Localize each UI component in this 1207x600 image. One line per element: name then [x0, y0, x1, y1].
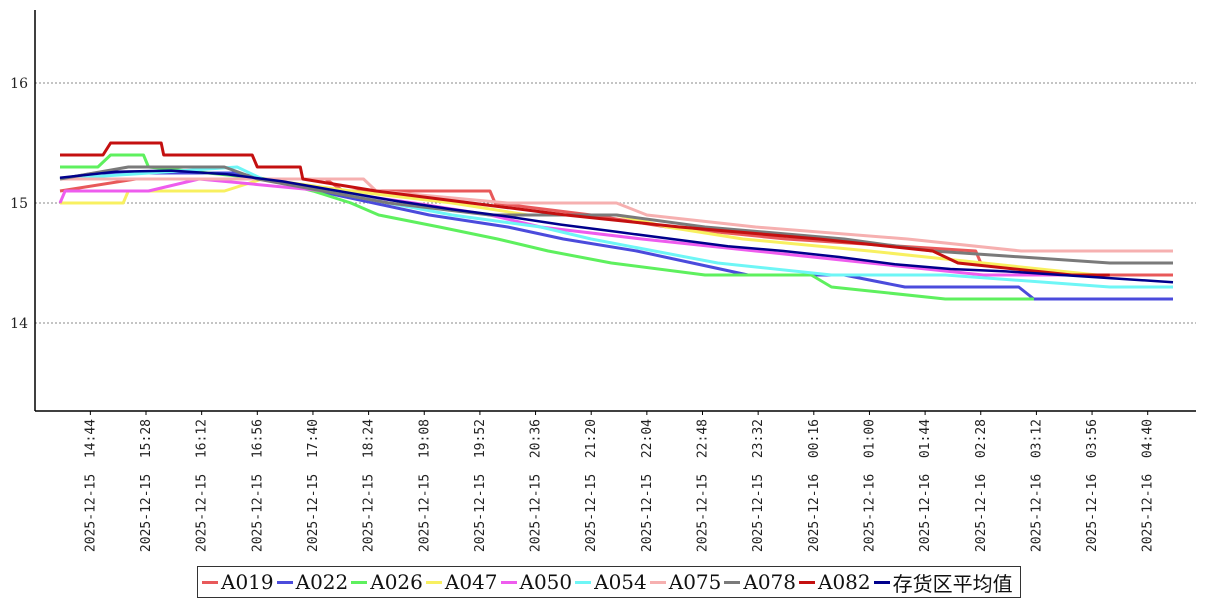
- legend-swatch: [649, 580, 666, 584]
- x-tick-label: 2025-12-15 19:08: [417, 419, 432, 552]
- legend-swatch: [724, 580, 741, 584]
- x-tick-label: 2025-12-16 01:00: [862, 419, 877, 552]
- x-tick-label: 2025-12-15 14:44: [83, 419, 98, 552]
- legend-item: 存货区平均值: [873, 568, 1013, 597]
- legend: A019 A022 A026 A047 A050 A054 A075 A078 A082 存货区平…: [197, 566, 1021, 598]
- series-line-A078: [59, 165, 1173, 265]
- x-tick-label: 2025-12-16 01:44: [918, 419, 933, 552]
- legend-item: A075: [649, 570, 722, 594]
- legend-item: A054: [575, 570, 647, 594]
- series-lines: [58, 141, 1174, 301]
- legend-item: A050: [500, 570, 573, 594]
- y-tick-labels: 14 15 16: [10, 76, 28, 332]
- legend-label: A078: [743, 570, 796, 594]
- series-line-存货区平均值: [59, 169, 1174, 284]
- legend-swatch: [575, 580, 592, 584]
- x-tick-label: 2025-12-15 18:24: [362, 419, 377, 552]
- legend-swatch: [799, 580, 815, 584]
- x-tick-label: 2025-12-15 15:28: [139, 419, 154, 552]
- legend-swatch: [873, 580, 890, 584]
- legend-label: A026: [370, 570, 423, 594]
- legend-swatch: [276, 580, 293, 584]
- legend-label: A054: [594, 570, 647, 594]
- x-tick-label: 2025-12-15 23:32: [751, 419, 766, 552]
- y-tick-label: 16: [10, 76, 28, 92]
- legend-item: A022: [276, 570, 349, 594]
- x-tick-label: 2025-12-15 19:52: [473, 419, 488, 552]
- legend-item: A047: [425, 570, 498, 594]
- y-tick-label: 15: [10, 196, 28, 212]
- legend-item: A019: [202, 570, 274, 594]
- x-tick-label: 2025-12-15 22:04: [640, 419, 655, 552]
- legend-label: A019: [221, 570, 274, 594]
- legend-label: A050: [519, 570, 573, 594]
- x-tick-label: 2025-12-16 04:40: [1141, 419, 1156, 552]
- legend-label: 存货区平均值: [892, 571, 1013, 596]
- series-line-A019: [59, 177, 1173, 277]
- legend-swatch: [500, 580, 517, 584]
- legend-swatch: [425, 580, 442, 584]
- series-line-A026: [60, 153, 1034, 301]
- x-tick-label: 2025-12-15 16:12: [195, 419, 210, 552]
- legend-item: A078: [724, 570, 796, 594]
- legend-label: A022: [295, 570, 349, 594]
- x-tick-label: 2025-12-15 17:40: [306, 419, 321, 552]
- y-tick-label: 14: [10, 316, 28, 332]
- x-tick-label: 2025-12-15 16:56: [250, 419, 265, 552]
- legend-swatch: [202, 580, 218, 584]
- x-tick-label: 2025-12-16 03:56: [1085, 419, 1100, 552]
- series-line-A075: [60, 177, 1173, 253]
- x-tick-label: 2025-12-15 20:36: [529, 419, 544, 552]
- legend-label: A075: [668, 570, 722, 594]
- series-line-A082: [60, 141, 1110, 277]
- legend-swatch: [351, 580, 368, 584]
- x-tick-label: 2025-12-15 22:48: [696, 419, 711, 552]
- legend-item: A026: [351, 570, 423, 594]
- legend-label: A047: [444, 570, 498, 594]
- x-tick-labels: 2025-12-15 14:44 2025-12-15 15:28 2025-12-…: [83, 411, 1156, 552]
- x-tick-label: 2025-12-16 00:16: [807, 419, 822, 552]
- legend-item: A082: [799, 570, 871, 594]
- x-tick-label: 2025-12-15 21:20: [584, 419, 599, 552]
- x-tick-label: 2025-12-16 02:28: [974, 419, 989, 552]
- x-tick-label: 2025-12-16 03:12: [1029, 419, 1044, 552]
- legend-label: A082: [818, 570, 871, 594]
